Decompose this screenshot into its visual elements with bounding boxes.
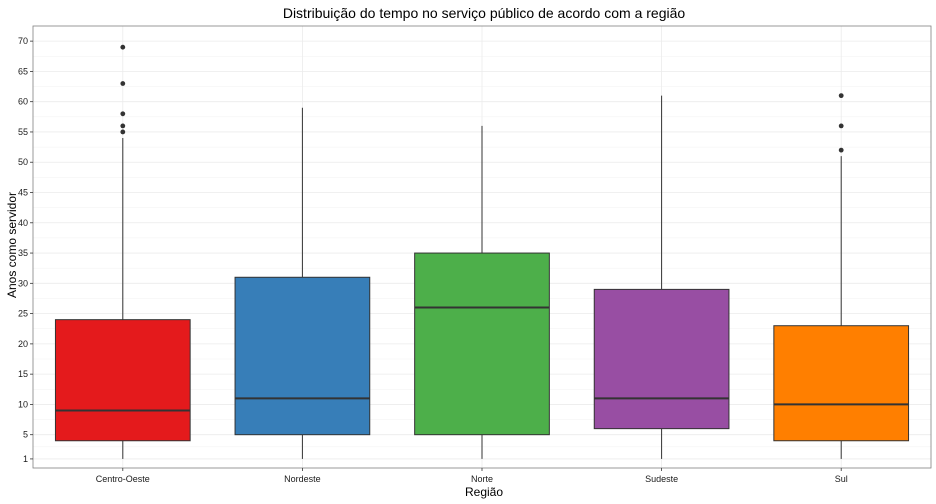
y-tick-label: 1 (23, 454, 28, 464)
box-nordeste (234, 107, 371, 459)
box-body (773, 325, 910, 442)
y-tick-label: 60 (18, 97, 28, 107)
axes: 1510152025303540455055606570Centro-Oeste… (18, 36, 848, 484)
box-body (593, 288, 730, 430)
box-body (54, 319, 191, 442)
y-tick-label: 40 (18, 218, 28, 228)
boxes (54, 44, 910, 459)
box-centro-oeste (54, 44, 191, 459)
outlier-point (120, 81, 126, 86)
chart-title: Distribuição do tempo no serviço público… (283, 5, 686, 21)
x-tick-label: Norte (471, 474, 493, 484)
x-tick-label: Nordeste (284, 474, 321, 484)
y-axis-title: Anos como servidor (5, 192, 19, 298)
x-tick-label: Sudeste (645, 474, 678, 484)
y-tick-label: 5 (23, 430, 28, 440)
x-tick-label: Sul (835, 474, 848, 484)
y-tick-label: 25 (18, 309, 28, 319)
y-tick-label: 10 (18, 399, 28, 409)
y-tick-label: 45 (18, 188, 28, 198)
outlier-point (120, 111, 126, 117)
box-sul (773, 93, 910, 459)
y-tick-label: 55 (18, 127, 28, 137)
y-tick-label: 15 (18, 369, 28, 379)
x-tick-label: Centro-Oeste (96, 474, 150, 484)
outlier-point (838, 93, 844, 99)
box-sudeste (593, 95, 730, 459)
x-axis-title: Região (465, 485, 503, 499)
outlier-point (838, 123, 844, 129)
y-tick-label: 35 (18, 248, 28, 258)
outlier-point (120, 123, 126, 129)
y-tick-label: 30 (18, 278, 28, 288)
box-body (234, 276, 371, 436)
outlier-point (120, 129, 126, 135)
y-tick-label: 50 (18, 157, 28, 167)
y-tick-label: 20 (18, 339, 28, 349)
box-body (414, 252, 550, 436)
y-tick-label: 65 (18, 66, 28, 76)
outlier-point (838, 147, 844, 153)
outlier-point (120, 44, 126, 50)
box-norte (414, 125, 550, 459)
y-tick-label: 70 (18, 36, 28, 46)
